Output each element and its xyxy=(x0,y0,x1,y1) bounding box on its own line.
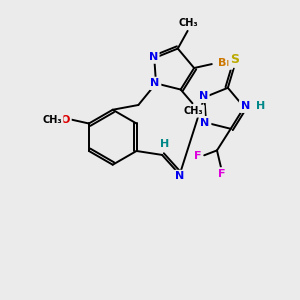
Text: N: N xyxy=(199,92,208,101)
Text: O: O xyxy=(61,115,70,124)
Text: CH₃: CH₃ xyxy=(179,18,198,28)
Text: H: H xyxy=(256,101,266,111)
Text: N: N xyxy=(200,118,210,128)
Text: N: N xyxy=(150,78,160,88)
Text: CH₃: CH₃ xyxy=(43,115,62,124)
Text: H: H xyxy=(160,139,170,149)
Text: CH₃: CH₃ xyxy=(184,106,203,116)
Text: F: F xyxy=(194,151,201,161)
Text: N: N xyxy=(175,172,184,182)
Text: F: F xyxy=(218,169,226,179)
Text: N: N xyxy=(149,52,158,62)
Text: N: N xyxy=(241,101,250,111)
Text: S: S xyxy=(230,53,239,66)
Text: Br: Br xyxy=(218,58,232,68)
